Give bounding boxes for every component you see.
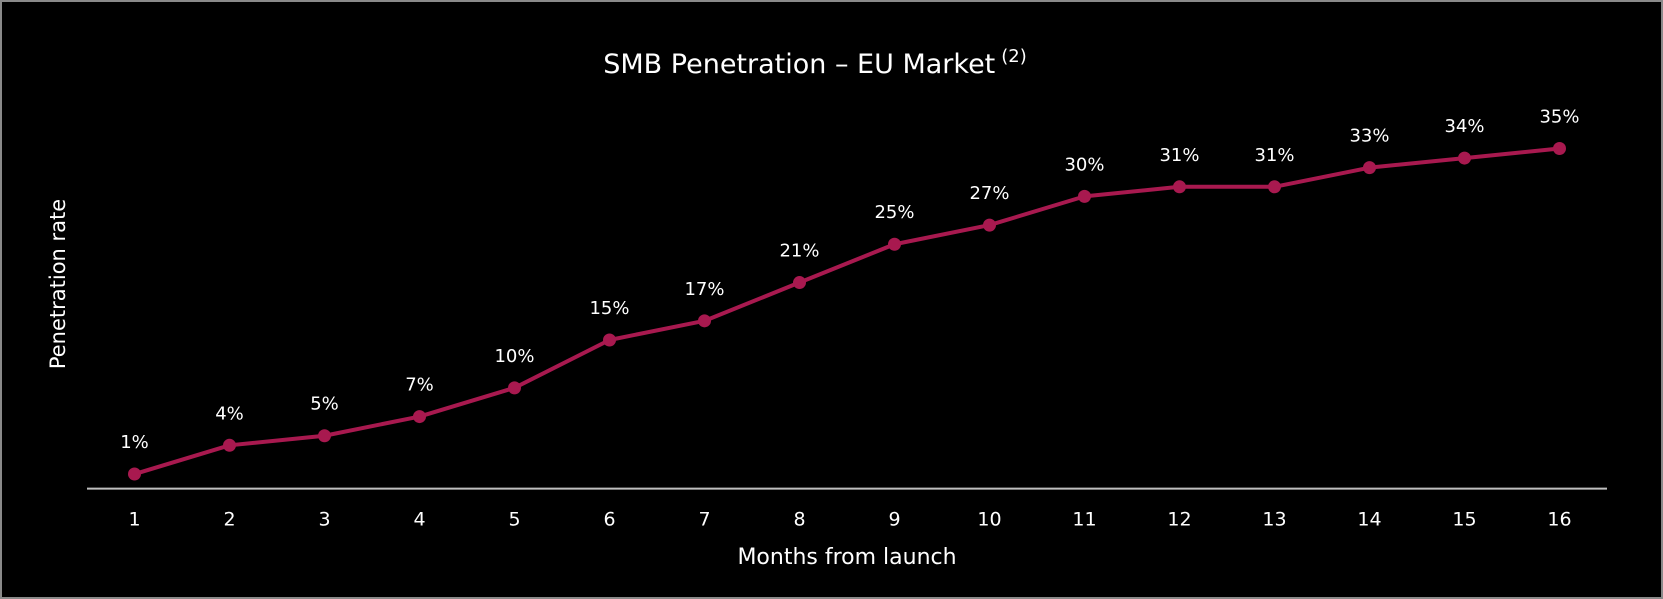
data-label: 34% [1444, 116, 1484, 137]
x-tick-label: 3 [318, 509, 330, 531]
data-label: 27% [969, 183, 1009, 204]
y-axis-label: Penetration rate [46, 199, 70, 369]
data-point [508, 381, 521, 395]
chart-title-text: SMB Penetration – EU Market [603, 49, 995, 80]
data-point [888, 237, 901, 251]
data-label: 30% [1064, 154, 1104, 175]
x-tick-label: 10 [977, 509, 1001, 531]
x-tick-label: 13 [1262, 509, 1286, 531]
data-point [128, 467, 141, 481]
data-point [413, 410, 426, 424]
data-label: 4% [215, 403, 244, 424]
data-point [1363, 161, 1376, 175]
data-label: 15% [589, 298, 629, 319]
data-point [983, 218, 996, 232]
data-point [1268, 180, 1281, 194]
data-point [1458, 151, 1471, 165]
chart-title-note: (2) [1001, 46, 1027, 67]
data-point [1553, 142, 1566, 155]
x-tick-label: 7 [698, 509, 710, 531]
x-tick-label: 2 [223, 509, 235, 531]
data-label: 5% [310, 394, 339, 415]
data-label: 7% [405, 375, 434, 396]
x-tick-label: 8 [793, 509, 805, 531]
data-point [793, 276, 806, 290]
x-tick-label: 4 [413, 509, 425, 531]
data-point [223, 438, 236, 452]
data-label: 31% [1254, 145, 1294, 166]
data-label: 21% [779, 241, 819, 262]
x-tick-label: 14 [1357, 509, 1381, 531]
data-label: 35% [1539, 107, 1579, 128]
x-tick-label: 5 [508, 509, 520, 531]
data-label: 25% [874, 202, 914, 223]
data-label: 33% [1349, 126, 1389, 147]
data-point [318, 429, 331, 443]
x-tick-label: 11 [1072, 509, 1096, 531]
data-label: 10% [494, 346, 534, 367]
data-point [698, 314, 711, 328]
x-tick-label: 6 [603, 509, 615, 531]
data-point [603, 333, 616, 347]
x-tick-label: 9 [888, 509, 900, 531]
data-label: 1% [120, 432, 149, 453]
data-point [1173, 180, 1186, 194]
data-point [1078, 189, 1091, 203]
x-tick-label: 16 [1547, 509, 1571, 531]
x-tick-label: 12 [1167, 509, 1191, 531]
chart-title: SMB Penetration – EU Market (2) [603, 46, 1027, 80]
data-line [133, 146, 1560, 476]
x-tick-label: 1 [128, 509, 140, 531]
x-tick-label: 15 [1452, 509, 1476, 531]
data-label: 31% [1159, 145, 1199, 166]
data-label: 17% [684, 279, 724, 300]
x-axis-label: Months from launch [737, 545, 956, 570]
